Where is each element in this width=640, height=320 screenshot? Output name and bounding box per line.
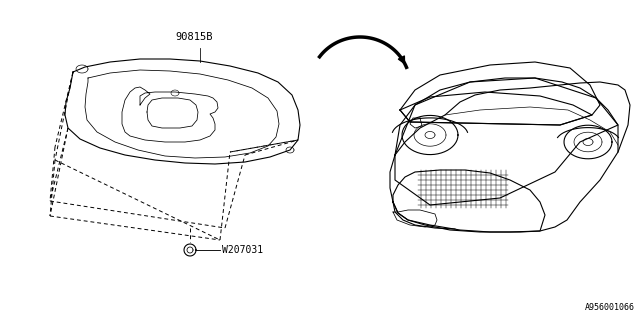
Text: 90815B: 90815B [175,32,212,42]
Text: W207031: W207031 [222,245,263,255]
Text: A956001066: A956001066 [585,303,635,312]
